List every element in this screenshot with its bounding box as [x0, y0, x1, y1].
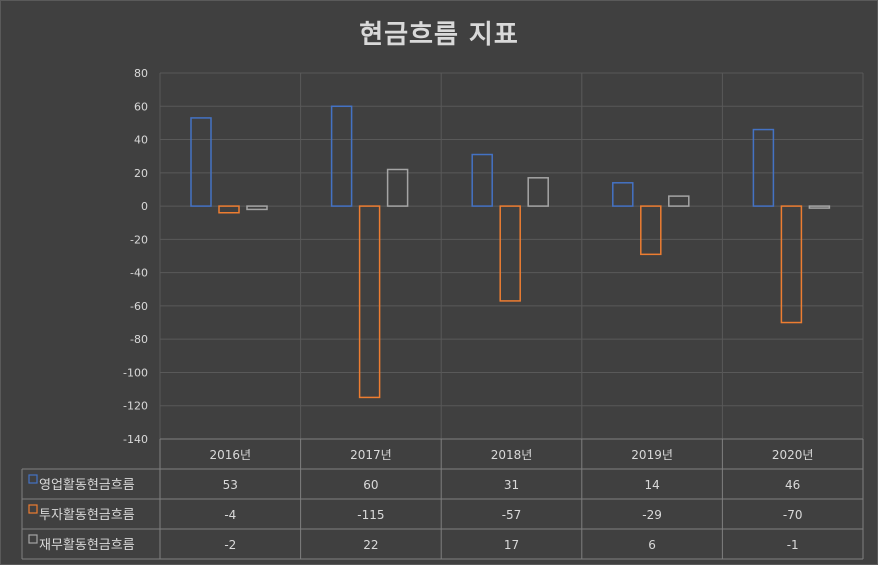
category-label: 2018년 — [491, 448, 533, 462]
bar-2-2 — [358, 205, 381, 399]
bar-3-4 — [668, 195, 690, 207]
data-value: -1 — [787, 538, 799, 552]
chart-title: 현금흐름 지표 — [359, 20, 519, 50]
bar-3-2 — [386, 168, 409, 207]
bar-1-5 — [752, 128, 775, 207]
y-tick-label: -80 — [130, 333, 148, 346]
data-value: -29 — [642, 508, 662, 522]
data-value: -70 — [783, 508, 803, 522]
y-tick-label: 60 — [134, 100, 148, 113]
data-value: 6 — [648, 538, 656, 552]
y-tick-label: 20 — [134, 167, 148, 180]
bar-3-1 — [246, 205, 268, 211]
bar-1-2 — [330, 105, 353, 207]
y-tick-label: 40 — [134, 134, 148, 147]
data-value: 60 — [363, 478, 378, 492]
y-tick-label: -60 — [130, 300, 148, 313]
bar-2-5 — [780, 205, 803, 324]
data-value: -2 — [224, 538, 236, 552]
data-value: 46 — [785, 478, 800, 492]
y-tick-label: 0 — [141, 200, 148, 213]
legend-series-name: 투자활동현금흐름 — [39, 508, 135, 523]
category-label: 2017년 — [350, 448, 392, 462]
bar-3-5 — [808, 205, 831, 209]
bar-1-4 — [612, 182, 634, 207]
bar-2-3 — [499, 205, 521, 302]
data-value: -115 — [357, 508, 384, 522]
bar-2-1 — [218, 205, 240, 214]
category-label: 2016년 — [210, 448, 252, 462]
category-label: 2020년 — [772, 448, 814, 462]
y-tick-label: -120 — [123, 400, 148, 413]
data-value: 14 — [644, 478, 659, 492]
y-tick-label: -140 — [123, 433, 148, 446]
y-tick-label: -20 — [130, 233, 148, 246]
data-value: -57 — [502, 508, 522, 522]
data-value: 31 — [504, 478, 519, 492]
bar-1-3 — [471, 153, 493, 207]
legend-key-2 — [28, 504, 38, 514]
category-label: 2019년 — [631, 448, 673, 462]
bar-3-3 — [527, 177, 549, 207]
data-value: -4 — [224, 508, 236, 522]
data-value: 22 — [363, 538, 378, 552]
legend-key-3 — [28, 534, 38, 544]
bar-2-4 — [640, 205, 662, 256]
bar-1-1 — [190, 117, 212, 207]
legend-series-name: 재무활동현금흐름 — [39, 538, 135, 553]
legend-series-name: 영업활동현금흐름 — [39, 478, 135, 493]
y-tick-label: 80 — [134, 67, 148, 80]
y-tick-label: -40 — [130, 267, 148, 280]
data-value: 53 — [223, 478, 238, 492]
legend-key-1 — [28, 474, 38, 484]
data-value: 17 — [504, 538, 519, 552]
y-tick-label: -100 — [123, 366, 148, 379]
